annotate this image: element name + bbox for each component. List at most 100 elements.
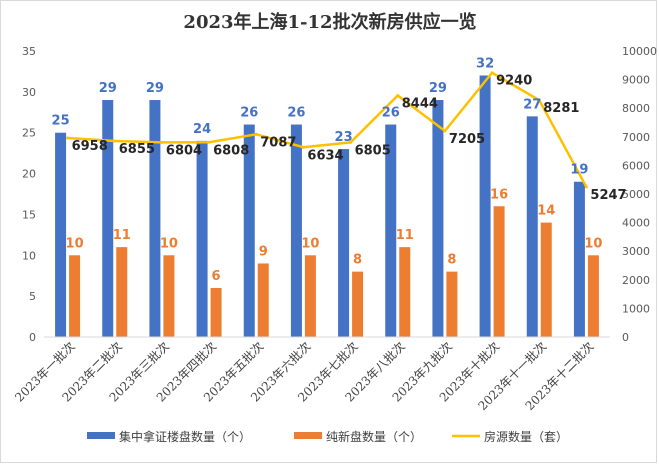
bar-new — [257, 263, 269, 337]
legend-swatch — [87, 432, 115, 439]
bar-new-label: 8 — [353, 253, 362, 268]
bar-certified — [385, 124, 397, 338]
bar-certified — [290, 124, 302, 338]
bar-certified-label: 29 — [99, 81, 117, 96]
right-tick-label: 2000 — [622, 274, 650, 287]
bar-new-label: 11 — [113, 228, 131, 243]
bar-certified-label: 26 — [240, 106, 258, 121]
line-point — [349, 140, 353, 144]
right-tick-label: 1000 — [622, 302, 650, 315]
bar-new — [352, 271, 364, 337]
bar-new-label: 10 — [301, 236, 319, 251]
left-tick-label: 15 — [22, 208, 36, 221]
bar-certified — [102, 100, 114, 338]
line-value-label: 6804 — [166, 143, 202, 158]
bar-new-label: 10 — [66, 236, 84, 251]
bar-certified-label: 23 — [335, 130, 353, 145]
legend-label: 纯新盘数量（个） — [326, 429, 422, 444]
line-point — [490, 71, 494, 75]
line-point — [113, 139, 117, 143]
left-tick-label: 20 — [22, 168, 36, 181]
line-value-label: 6805 — [355, 143, 391, 158]
line-value-label: 6958 — [72, 139, 108, 154]
bar-new — [116, 247, 128, 337]
bar-certified — [55, 132, 67, 337]
line-value-label: 8444 — [402, 97, 438, 112]
line-value-label: 6808 — [213, 143, 249, 158]
line-value-label: 6855 — [119, 142, 155, 157]
bar-new-label: 9 — [259, 244, 268, 259]
right-tick-label: 10000 — [622, 45, 657, 58]
legend-label: 集中拿证楼盘数量（个） — [119, 429, 251, 444]
left-axis: 0 5 10 15 20 25 30 35 — [22, 45, 36, 344]
right-tick-label: 6000 — [622, 159, 650, 172]
line-series — [66, 71, 588, 189]
legend-label: 房源数量（套） — [484, 429, 568, 444]
bar-series — [55, 75, 599, 338]
left-tick-label: 35 — [22, 45, 36, 58]
line-point — [584, 185, 588, 189]
line-point — [301, 145, 305, 149]
bar-new — [540, 222, 552, 337]
right-tick-label: 3000 — [622, 245, 650, 258]
bar-certified-label: 32 — [476, 57, 494, 72]
line-point — [254, 132, 258, 136]
data-labels: 25 10 29 11 29 10 24 6 26 9 26 10 23 8 26 11 29 8 32 16 27 14… — [52, 57, 627, 284]
chart-title: 2023年上海1-12批次新房供应一览 — [183, 11, 476, 33]
bar-new — [210, 287, 222, 337]
left-tick-label: 0 — [29, 331, 36, 344]
line-value-label: 5247 — [590, 188, 626, 203]
right-tick-label: 7000 — [622, 131, 650, 144]
line-value-label: 7205 — [449, 132, 485, 147]
bar-certified-label: 26 — [287, 106, 305, 121]
bar-new — [69, 255, 81, 337]
bar-new — [446, 271, 458, 337]
right-axis: 0 1000 2000 3000 4000 5000 6000 7000 8000 9000 100… — [622, 45, 657, 344]
right-tick-label: 9000 — [622, 74, 650, 87]
bar-certified-label: 29 — [146, 81, 164, 96]
bar-certified — [149, 100, 161, 338]
legend: 集中拿证楼盘数量（个） 纯新盘数量（个） 房源数量（套） — [87, 429, 568, 444]
bar-certified — [573, 181, 585, 337]
bar-new-label: 10 — [160, 236, 178, 251]
bar-new — [587, 255, 599, 337]
bar-new — [304, 255, 316, 337]
line-point — [160, 140, 164, 144]
left-tick-label: 25 — [22, 127, 36, 140]
bar-certified — [243, 124, 255, 338]
bar-new — [163, 255, 175, 337]
bar-certified — [338, 149, 350, 337]
line-value-label: 7087 — [260, 135, 296, 150]
line-point — [443, 129, 447, 133]
bar-certified — [196, 140, 208, 337]
bar-new-label: 14 — [537, 204, 555, 219]
bar-certified-label: 27 — [523, 97, 541, 112]
line-value-label: 8281 — [543, 101, 579, 116]
line-value-label: 6634 — [307, 148, 343, 163]
line-value-label: 9240 — [496, 74, 532, 89]
bar-certified — [479, 75, 491, 337]
right-tick-label: 8000 — [622, 102, 650, 115]
bar-new-label: 10 — [584, 236, 602, 251]
right-tick-label: 0 — [622, 331, 629, 344]
right-tick-label: 4000 — [622, 217, 650, 230]
line-point — [396, 94, 400, 98]
line-point — [537, 98, 541, 102]
bar-certified — [432, 100, 444, 338]
bar-certified-label: 24 — [193, 122, 211, 137]
bar-new-label: 11 — [396, 228, 414, 243]
bar-certified — [526, 116, 538, 337]
bar-new — [399, 247, 411, 337]
bar-certified-label: 19 — [570, 163, 588, 178]
left-tick-label: 5 — [29, 290, 36, 303]
bar-new-label: 16 — [490, 187, 508, 202]
x-axis: 2023年一批次2023年二批次2023年三批次2023年四批次2023年五批次… — [12, 336, 610, 413]
bar-certified-label: 29 — [429, 81, 447, 96]
bar-new — [493, 206, 505, 337]
bar-certified-label: 25 — [52, 114, 70, 129]
bar-certified-label: 26 — [382, 106, 400, 121]
left-tick-label: 10 — [22, 249, 36, 262]
right-tick-label: 5000 — [622, 188, 650, 201]
